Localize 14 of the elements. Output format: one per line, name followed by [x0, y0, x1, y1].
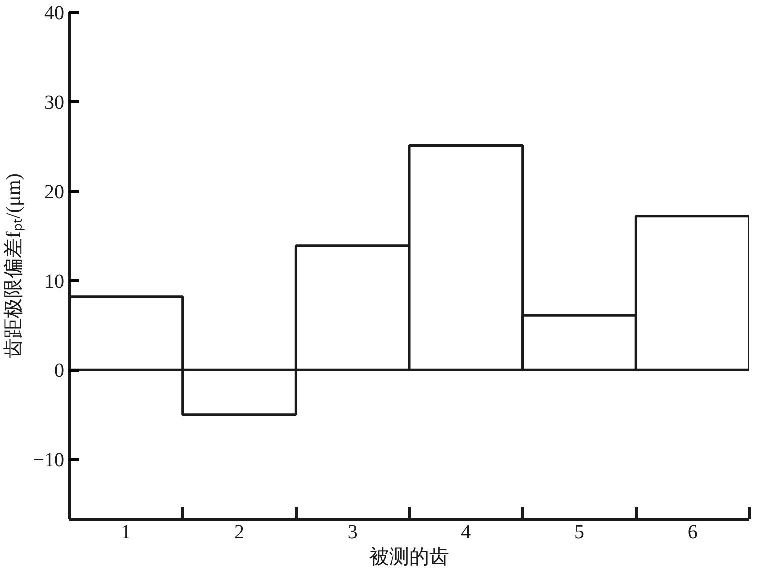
y-axis-title: 齿距极限偏差fₚₜ/(μm): [3, 174, 26, 358]
y-tick-label: 0: [54, 360, 64, 382]
y-tick-label: 10: [44, 270, 64, 293]
y-tick-label: 30: [44, 92, 64, 114]
x-tick-label: 6: [688, 522, 698, 544]
y-tick-label: 40: [44, 2, 64, 24]
y-tick-label: 20: [44, 181, 64, 204]
x-tick-label: 1: [121, 522, 132, 544]
x-axis-title: 被测的齿: [370, 546, 450, 568]
x-tick-label: 3: [348, 522, 358, 544]
x-tick-label: 4: [461, 522, 472, 544]
x-tick-label: 2: [234, 522, 244, 544]
y-tick-label: −10: [33, 450, 64, 472]
x-tick-label: 5: [574, 522, 584, 544]
